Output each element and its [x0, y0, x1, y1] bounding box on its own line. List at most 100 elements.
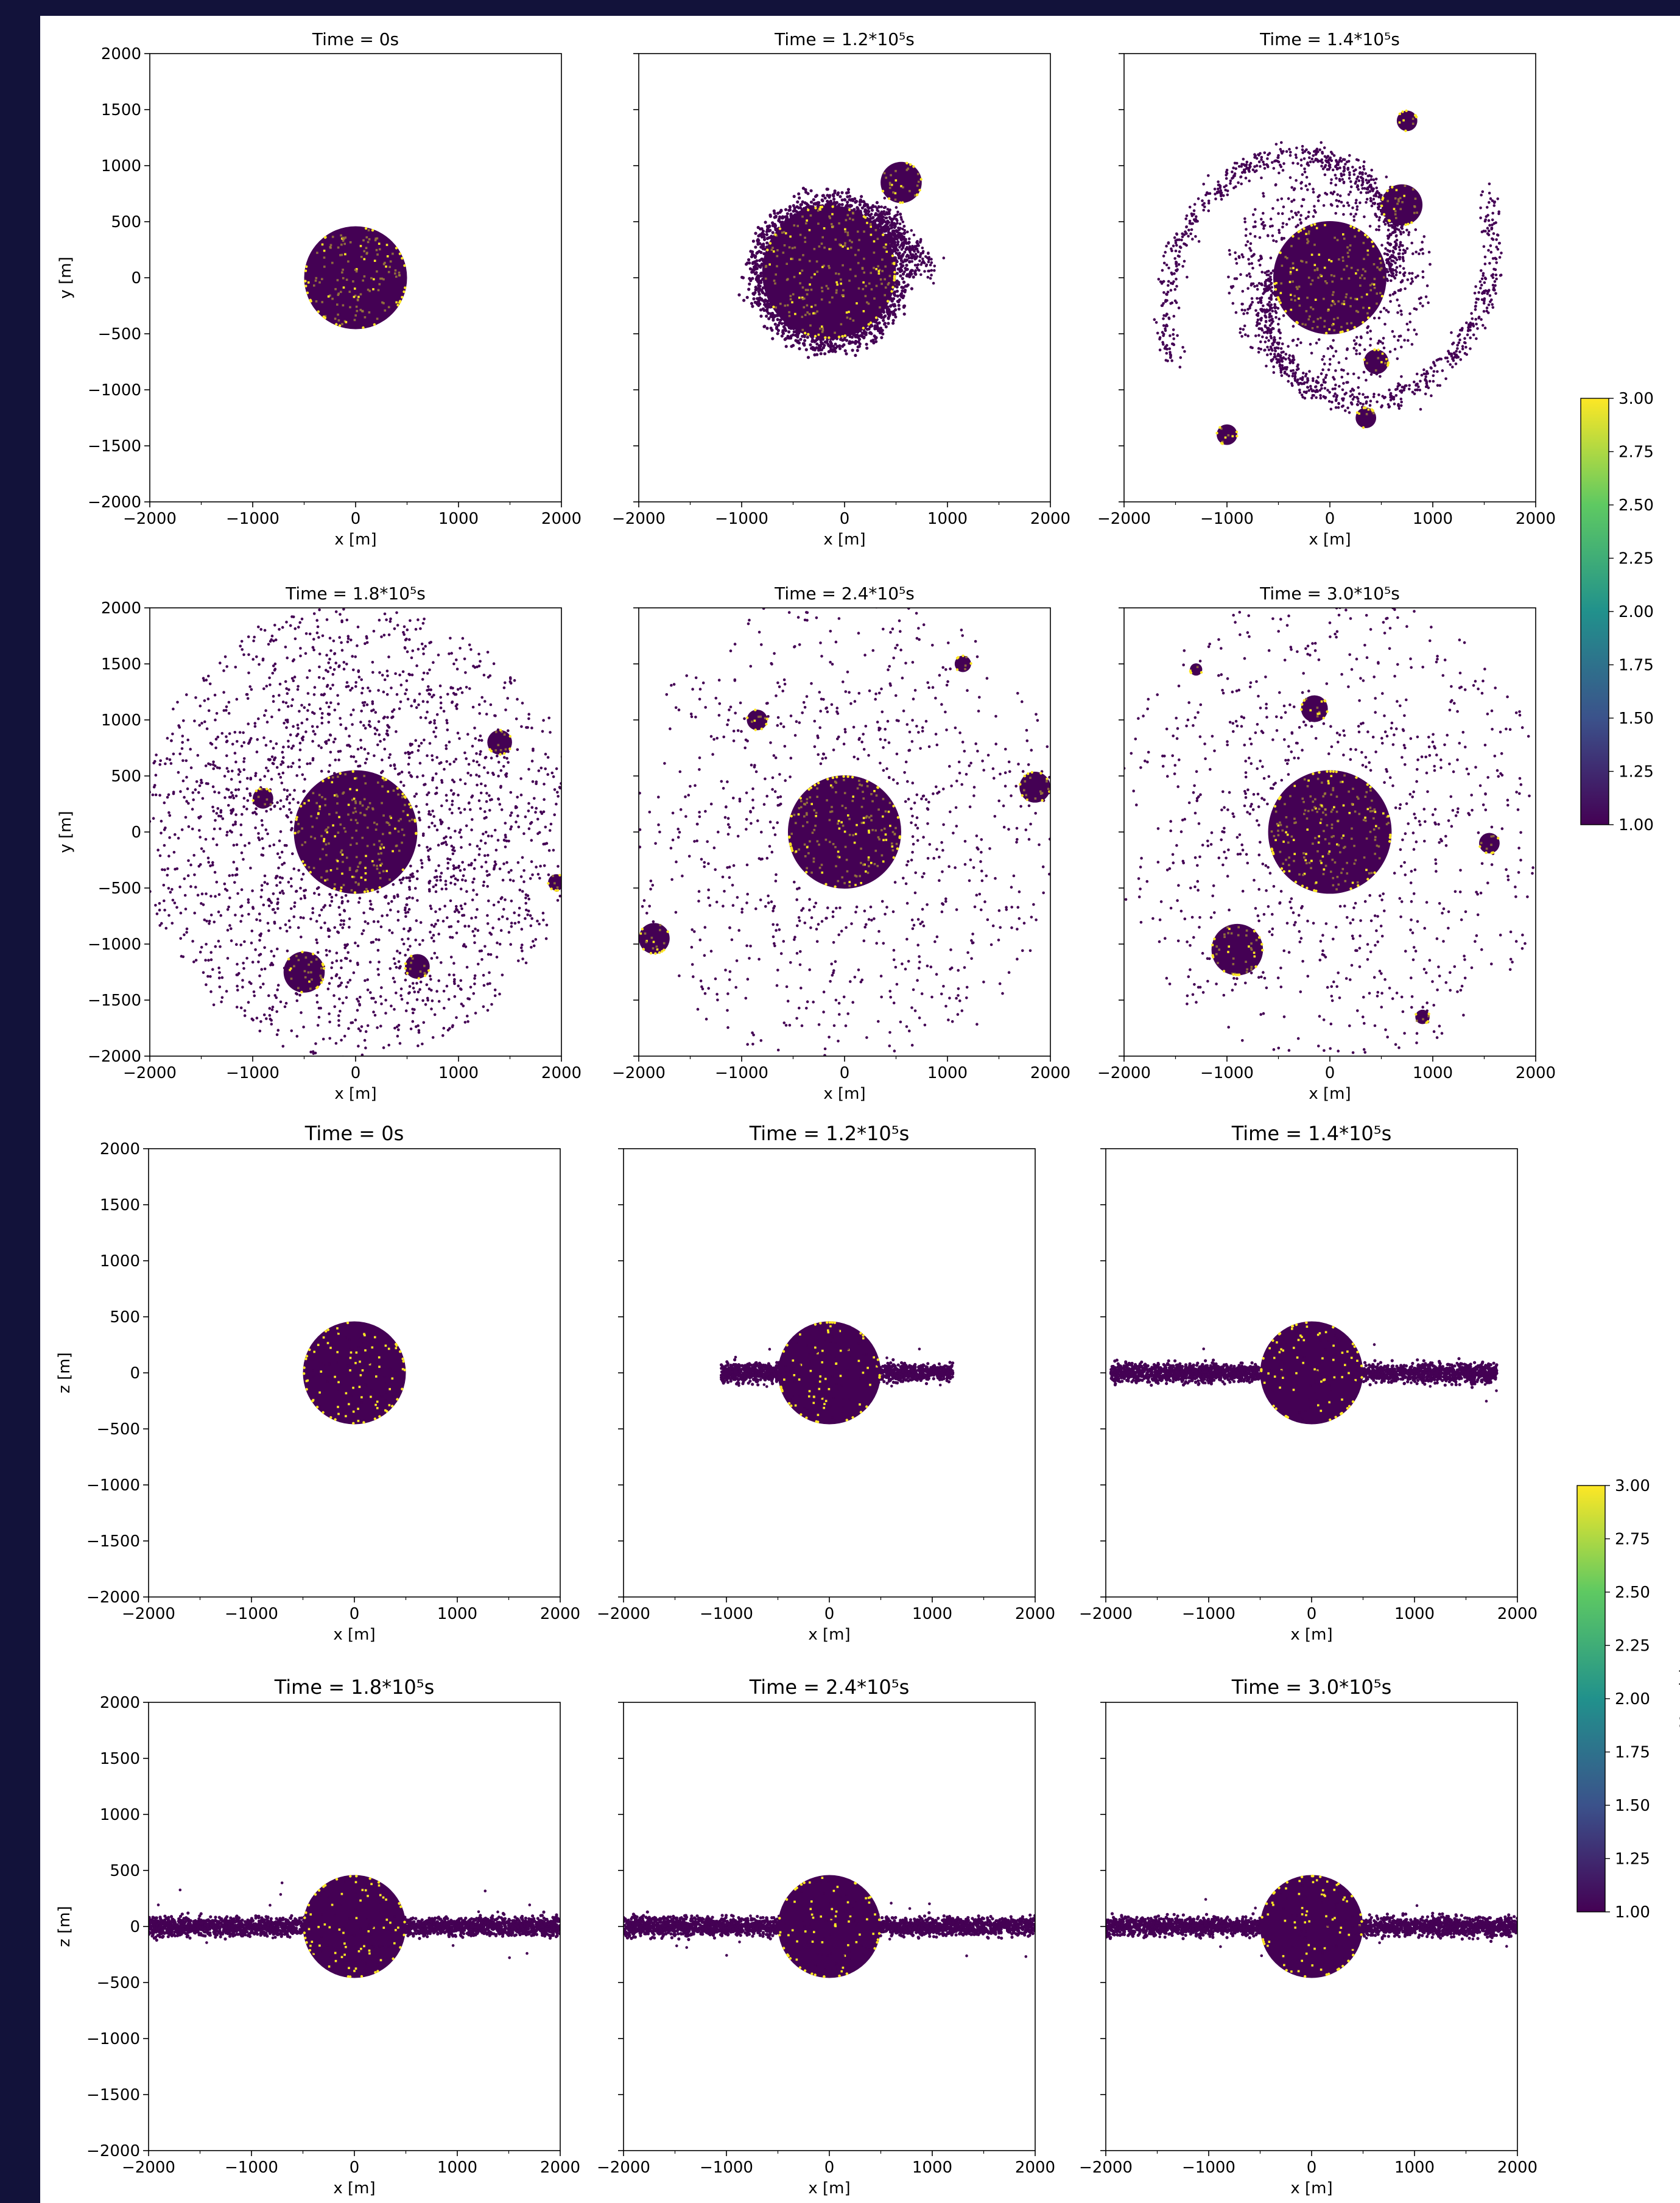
debris-point — [1390, 279, 1393, 283]
debris-point — [1463, 337, 1466, 340]
debris-point — [1336, 205, 1339, 208]
debris-point — [186, 874, 190, 877]
debris-point — [325, 685, 329, 688]
debris-point — [273, 624, 276, 627]
debris-point — [737, 293, 741, 297]
debris-point — [395, 992, 398, 995]
debris-point — [312, 730, 315, 733]
debris-point — [1240, 253, 1244, 256]
debris-point — [774, 214, 778, 218]
debris-point — [1483, 297, 1486, 300]
material-particle — [889, 183, 891, 186]
debris-point — [909, 251, 912, 254]
material-particle — [786, 304, 789, 306]
debris-point — [916, 240, 919, 243]
debris-point — [1295, 344, 1299, 347]
material-particle — [857, 230, 859, 233]
debris-point — [322, 1037, 325, 1041]
rim-particle — [1363, 233, 1367, 236]
material-particle — [362, 279, 364, 282]
debris-point — [1481, 272, 1485, 275]
debris-point — [1257, 347, 1260, 350]
debris-point — [1195, 215, 1198, 219]
debris-point — [1478, 280, 1482, 283]
debris-point — [1282, 162, 1285, 165]
debris-point — [1375, 186, 1378, 189]
debris-point — [1309, 384, 1312, 388]
debris-point — [1288, 217, 1291, 221]
debris-point — [266, 922, 270, 925]
debris-point — [571, 866, 574, 869]
debris-point — [814, 195, 818, 199]
debris-point — [765, 326, 769, 330]
debris-point — [1304, 184, 1307, 188]
debris-point — [392, 883, 395, 886]
debris-point — [1322, 354, 1326, 358]
debris-point — [501, 915, 504, 918]
debris-point — [1482, 245, 1486, 248]
debris-point — [887, 314, 891, 318]
debris-point — [919, 263, 923, 266]
debris-point — [754, 245, 757, 249]
debris-point — [295, 890, 298, 893]
debris-point — [488, 809, 491, 812]
debris-point — [253, 994, 256, 998]
debris-point — [1340, 200, 1343, 204]
debris-point — [881, 332, 885, 336]
debris-point — [1262, 163, 1266, 166]
debris-point — [381, 914, 384, 917]
debris-point — [1248, 247, 1251, 250]
top-frame-band — [0, 0, 1680, 16]
figure-svg: −2000 −1000 0 1000 2000−2000−1500−1000−50005… — [55, 29, 1680, 2198]
debris-point — [933, 264, 937, 268]
debris-point — [1260, 309, 1263, 312]
debris-point — [468, 687, 471, 690]
debris-point — [1291, 339, 1295, 342]
material-particle — [875, 268, 877, 270]
debris-point — [1322, 378, 1326, 381]
debris-point — [895, 285, 899, 289]
material-particle — [392, 252, 394, 255]
debris-point — [1329, 182, 1333, 185]
debris-point — [445, 744, 448, 747]
material-particle — [857, 262, 860, 264]
debris-point — [1172, 244, 1175, 248]
material-particle — [870, 223, 872, 225]
debris-point — [1193, 203, 1197, 206]
debris-point — [1245, 167, 1248, 170]
debris-point — [894, 256, 898, 259]
material-particle — [1348, 277, 1351, 280]
debris-point — [821, 194, 824, 197]
debris-point — [806, 336, 809, 339]
debris-point — [256, 738, 259, 741]
debris-point — [769, 315, 773, 319]
material-particle — [796, 225, 799, 227]
debris-point — [1436, 370, 1439, 373]
material-particle — [337, 294, 340, 296]
debris-point — [1172, 328, 1175, 331]
material-particle — [1333, 318, 1335, 320]
debris-point — [792, 194, 796, 199]
debris-point — [357, 1027, 360, 1031]
debris-point — [1447, 351, 1451, 355]
material-particle — [388, 266, 391, 269]
debris-point — [247, 671, 250, 675]
material-particle — [1301, 260, 1304, 263]
debris-point — [1354, 342, 1358, 345]
material-particle — [327, 295, 330, 298]
debris-point — [850, 336, 854, 339]
debris-point — [1281, 360, 1284, 363]
debris-point — [876, 209, 879, 212]
debris-point — [1397, 289, 1401, 292]
material-particle — [1394, 210, 1397, 213]
debris-point — [1288, 147, 1291, 151]
material-particle — [852, 319, 855, 322]
debris-point — [1480, 283, 1483, 287]
debris-point — [829, 340, 832, 344]
debris-point — [1402, 231, 1405, 234]
debris-point — [399, 994, 402, 997]
rim-particle — [401, 256, 404, 260]
debris-point — [406, 650, 409, 654]
debris-point — [1374, 213, 1377, 217]
debris-point — [290, 747, 293, 750]
